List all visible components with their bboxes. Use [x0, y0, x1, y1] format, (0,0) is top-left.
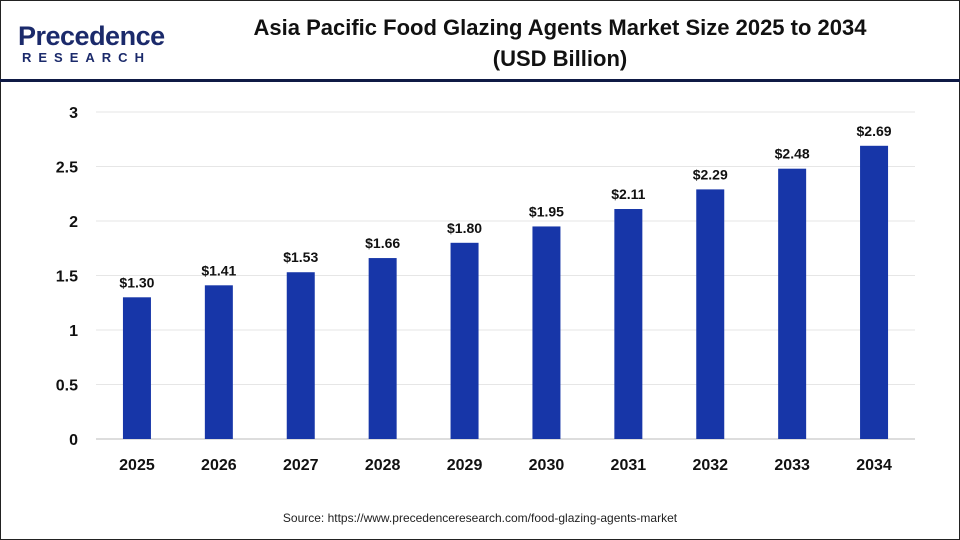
data-label: $1.53 — [283, 249, 318, 265]
data-label: $1.95 — [529, 203, 564, 219]
bar-2033 — [778, 168, 807, 439]
bar-2031 — [614, 209, 643, 439]
x-tick-label: 2028 — [365, 457, 401, 474]
bar-2025 — [122, 297, 151, 439]
source-note: Source: https://www.precedenceresearch.c… — [282, 511, 678, 525]
data-label: $1.66 — [365, 235, 400, 251]
bar-2029 — [450, 242, 479, 439]
data-label: $2.69 — [857, 123, 892, 139]
data-label: $2.48 — [775, 146, 810, 162]
data-label: $2.29 — [693, 166, 728, 182]
x-tick-label: 2033 — [774, 457, 810, 474]
bar-2032 — [696, 189, 725, 439]
precedence-research-logo: Precedence RESEARCH — [18, 21, 165, 66]
header-divider — [0, 79, 960, 82]
x-tick-label: 2025 — [119, 457, 155, 474]
y-tick-label: 0.5 — [56, 378, 78, 395]
y-tick-label: 1 — [69, 323, 78, 340]
logo-line1: Precedence — [18, 21, 165, 51]
data-label: $1.30 — [119, 274, 154, 290]
logo-line2: RESEARCH — [22, 50, 151, 65]
y-tick-label: 1.5 — [56, 269, 78, 286]
x-tick-label: 2029 — [447, 457, 483, 474]
bar-2026 — [204, 285, 233, 439]
bar-2027 — [286, 272, 315, 439]
chart-title: Asia Pacific Food Glazing Agents Market … — [180, 12, 940, 74]
x-tick-label: 2027 — [283, 457, 319, 474]
x-tick-label: 2032 — [692, 457, 728, 474]
x-tick-label: 2030 — [529, 457, 565, 474]
data-label: $1.80 — [447, 220, 482, 236]
y-tick-label: 3 — [69, 105, 78, 122]
y-tick-label: 2.5 — [56, 160, 78, 177]
title-line2: (USD Billion) — [492, 46, 628, 71]
x-tick-label: 2026 — [201, 457, 237, 474]
bar-2028 — [368, 258, 397, 439]
data-label: $2.11 — [611, 186, 645, 202]
x-tick-label: 2031 — [611, 457, 647, 474]
y-tick-label: 0 — [69, 432, 78, 449]
x-tick-label: 2034 — [856, 457, 892, 474]
data-label: $1.41 — [201, 262, 236, 278]
y-tick-label: 2 — [69, 214, 78, 231]
bar-2034 — [860, 145, 889, 440]
bar-2030 — [532, 226, 561, 439]
title-line1: Asia Pacific Food Glazing Agents Market … — [253, 15, 867, 40]
